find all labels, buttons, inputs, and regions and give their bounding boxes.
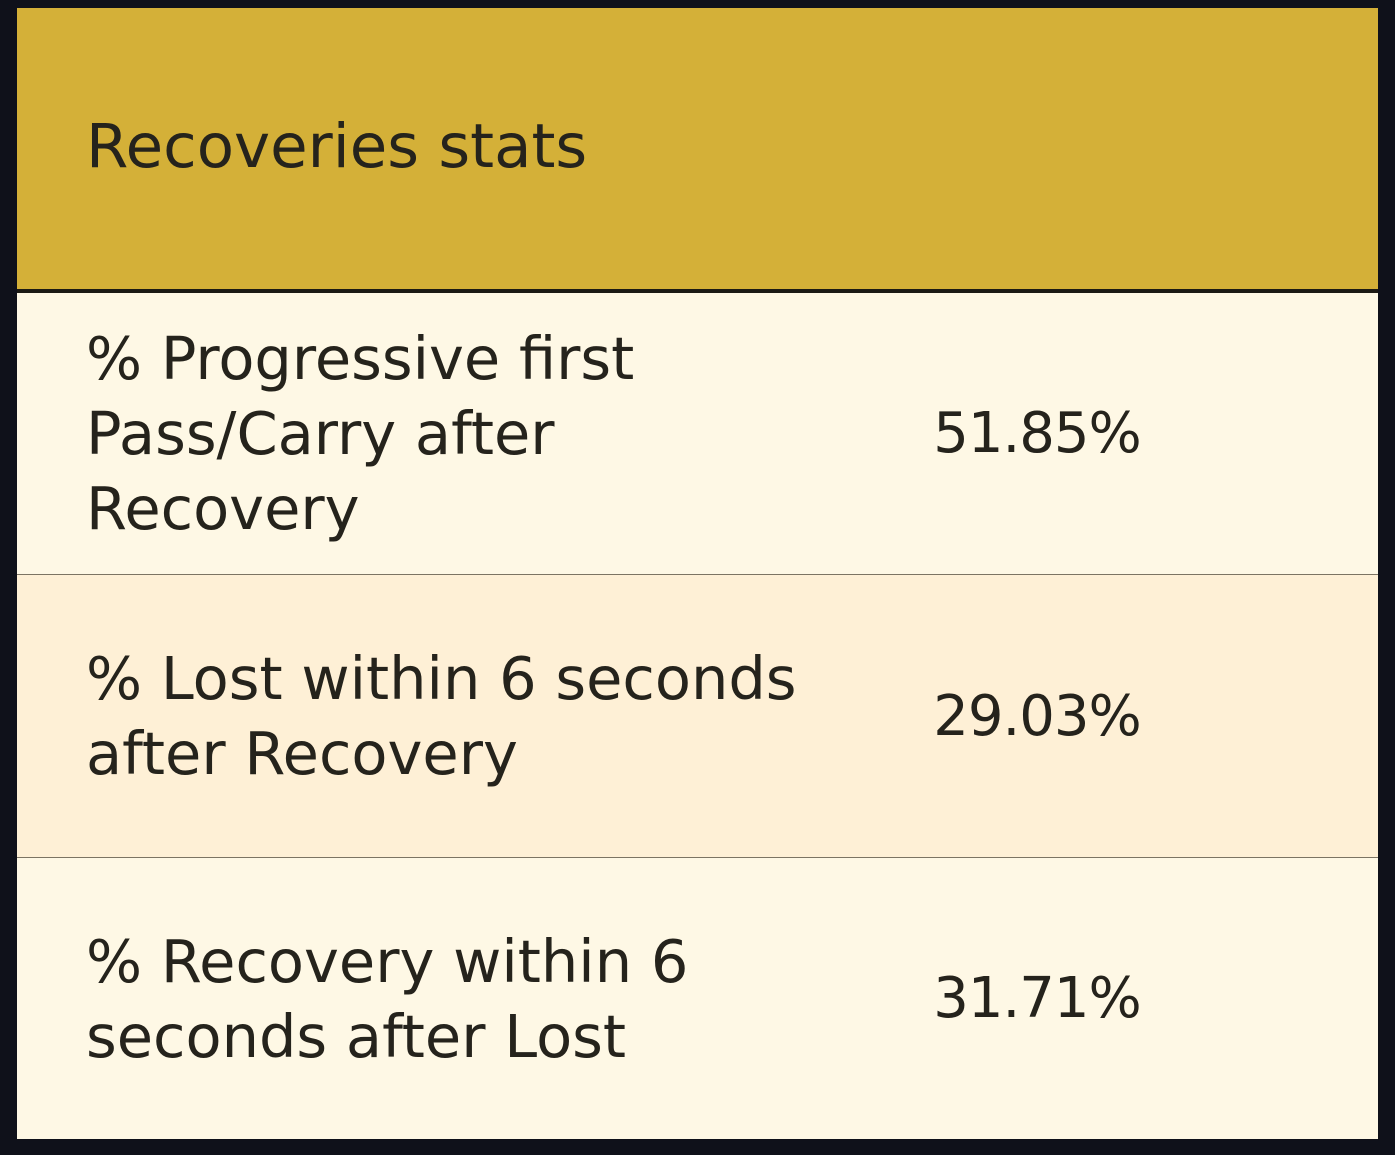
- stat-label: % Lost within 6 seconds after Recovery: [86, 644, 797, 788]
- card-title: Recoveries stats: [86, 111, 588, 182]
- stat-value: 51.85%: [933, 401, 1142, 466]
- stat-row-lost-within-6-seconds: % Lost within 6 seconds after Recovery 2…: [17, 575, 1378, 858]
- stat-value: 29.03%: [933, 683, 1142, 749]
- card-header: Recoveries stats: [17, 8, 1378, 293]
- stat-label: % Progressive first Pass/Carry after Rec…: [86, 324, 635, 543]
- stat-value: 31.71%: [933, 966, 1142, 1031]
- stat-row-progressive-first-pass: % Progressive first Pass/Carry after Rec…: [17, 293, 1378, 575]
- recoveries-stats-card: Recoveries stats % Progressive first Pas…: [17, 8, 1378, 1139]
- stat-row-recovery-within-6-seconds: % Recovery within 6 seconds after Lost 3…: [17, 858, 1378, 1139]
- stat-label: % Recovery within 6 seconds after Lost: [86, 926, 689, 1071]
